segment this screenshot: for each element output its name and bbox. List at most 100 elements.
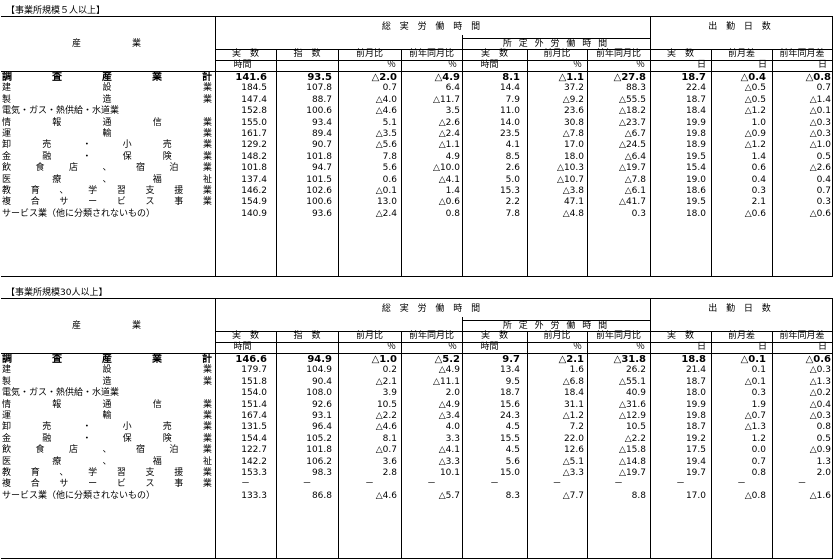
value-cell: 18.7: [681, 72, 706, 83]
industry-name-part: 店: [68, 445, 78, 456]
industry-name-part: 産: [102, 354, 112, 365]
value-cell: 142.2: [241, 456, 267, 467]
industry-name-part: 調: [2, 72, 12, 83]
table-row: 医 療 、 福 祉 137.4 101.5 0.6 △4.1 5.0 △10.7 △7.8 19.0 0.…: [1, 175, 833, 186]
value-cell: 14.0: [499, 117, 520, 128]
value-cell: 137.4: [241, 174, 267, 185]
industry-name-part: サービス業（他に分類されないもの）: [2, 490, 156, 501]
value-cell: 18.9: [685, 140, 706, 151]
value-cell: △5.2: [434, 354, 460, 365]
column-header: 指 数: [293, 49, 321, 59]
value-cell: 93.4: [311, 117, 332, 128]
column-header: 実 数: [480, 331, 508, 341]
value-cell: △31.8: [613, 354, 646, 365]
value-cell: 0.6: [382, 174, 397, 185]
column-header: 前年同月比: [595, 331, 641, 341]
value-cell: 3.6: [382, 456, 397, 467]
value-cell: 18.0: [685, 208, 706, 219]
industry-name-part: 業: [202, 479, 212, 490]
value-cell: 15.3: [499, 186, 520, 196]
value-cell: 0.7: [816, 83, 831, 94]
industry-name-part: ・: [82, 140, 92, 151]
value-cell: △0.6: [438, 197, 460, 208]
column-header: 実 数: [480, 49, 508, 59]
value-cell: 23.5: [499, 129, 520, 139]
overtime-header: 所 定 外 労 働 時 間: [502, 321, 610, 331]
value-cell: 21.4: [685, 365, 706, 376]
column-divider: [401, 49, 402, 276]
overtime-header: 所 定 外 労 働 時 間: [502, 39, 610, 49]
section-title: 【事業所規模30人以上】: [6, 288, 108, 298]
unit-label: 日: [817, 60, 827, 70]
unit-label: 日: [757, 342, 767, 352]
value-cell: △0.3: [809, 129, 831, 139]
value-cell: 22.0: [563, 433, 584, 444]
industry-name-part: 業: [202, 129, 212, 139]
value-cell: 18.7: [685, 422, 706, 433]
industry-header: 産 業: [71, 39, 144, 49]
value-cell: 17.5: [685, 445, 706, 456]
value-cell: 4.5: [505, 422, 520, 433]
value-cell: 31.1: [563, 399, 584, 410]
industry-name-part: 電気・ガス・熱供給・水道業: [2, 388, 120, 399]
value-cell: △11.1: [433, 376, 460, 387]
value-cell: △6.1: [624, 186, 646, 196]
value-cell: △10.7: [557, 174, 584, 185]
header-rule: [215, 60, 832, 61]
industry-name-part: 業: [152, 354, 162, 365]
value-cell: 100.6: [306, 106, 332, 117]
value-cell: △0.1: [744, 376, 766, 387]
industry-name: サービス業（他に分類されないもの）: [2, 209, 212, 220]
table-row: 金 融 ・ 保 険 業 148.2 101.8 7.8 4.9 8.5 18.0 △6.4 19.5 1.4…: [1, 152, 833, 163]
unit-label: ％: [447, 342, 457, 352]
value-cell: 10.5: [376, 399, 397, 410]
value-cell: 152.8: [241, 106, 267, 117]
industry-name: 卸 売 ・ 小 売 業: [2, 140, 212, 151]
industry-name: 運輸業: [2, 411, 212, 422]
industry-name-part: 造: [102, 376, 112, 387]
column-header: 指 数: [293, 331, 321, 341]
industry-name-part: 援: [174, 186, 184, 196]
table-row: 教 育 、 学 習 支 援 業 153.3 98.3 2.8 10.1 15.0 △3.3 △19.7 19.…: [1, 468, 833, 479]
industry-name-part: 産: [102, 72, 112, 83]
industry-name-part: ー: [88, 479, 98, 490]
value-cell: 93.6: [311, 208, 332, 219]
value-cell: 154.9: [241, 197, 267, 208]
industry-name-part: 計: [202, 72, 212, 83]
value-cell: 0.8: [445, 208, 460, 219]
value-cell: 8.1: [382, 433, 397, 444]
value-cell: 11.0: [499, 106, 520, 117]
value-cell: －: [426, 479, 436, 490]
data-table: 産 業 総 実 労 働 時 間 出 勤 日 数所 定 外 労 働 時 間実 数 指 数…: [1, 16, 833, 277]
value-cell: 151.8: [241, 376, 267, 387]
value-cell: 5.6: [382, 163, 397, 174]
value-cell: △0.9: [744, 129, 766, 139]
industry-name-part: 店: [68, 163, 78, 174]
value-cell: 88.3: [625, 83, 646, 94]
industry-name-part: 業: [202, 117, 212, 128]
industry-name-part: 売: [162, 140, 172, 151]
industry-name-part: ・: [82, 433, 92, 444]
value-cell: △11.7: [433, 94, 460, 105]
value-cell: △5.7: [438, 490, 460, 501]
total-hours-header: 総 実 労 働 時 間: [381, 22, 484, 32]
value-cell: －: [613, 479, 623, 490]
industry-name-part: 飲: [2, 163, 12, 174]
industry-name-part: 卸: [2, 422, 12, 433]
column-header: 実 数: [231, 49, 259, 59]
value-cell: 161.7: [241, 129, 267, 139]
value-cell: 155.0: [241, 117, 267, 128]
value-cell: 19.8: [685, 129, 706, 139]
industry-name-part: 業: [152, 72, 162, 83]
value-cell: 101.8: [306, 151, 332, 162]
value-cell: 90.7: [311, 140, 332, 151]
industry-name-part: 援: [174, 468, 184, 478]
value-cell: △55.1: [619, 376, 646, 387]
value-cell: 88.7: [311, 94, 332, 105]
value-cell: 92.6: [311, 399, 332, 410]
value-cell: 2.2: [505, 197, 520, 208]
value-cell: 1.4: [445, 186, 460, 196]
value-cell: △1.1: [438, 140, 460, 151]
value-cell: 19.5: [685, 151, 706, 162]
column-header: 前月比: [543, 49, 571, 59]
